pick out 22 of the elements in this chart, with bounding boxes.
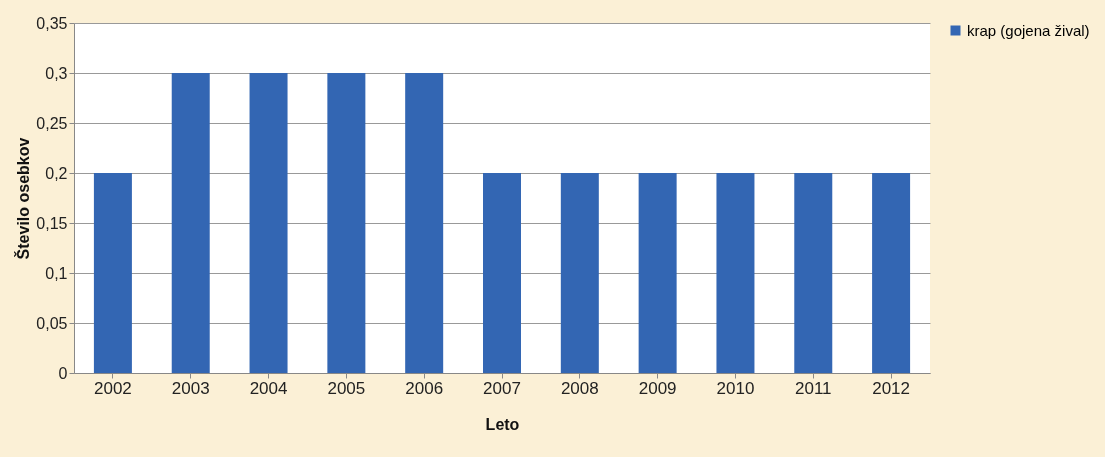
x-tick-label: 2011	[794, 378, 832, 398]
x-tick-label: 2002	[94, 378, 132, 398]
y-tick-label: 0,25	[36, 114, 68, 132]
y-tick-label: 0,05	[36, 314, 68, 332]
legend-label: krap (gojena žival)	[967, 21, 1090, 39]
x-tick-label: 2010	[716, 378, 755, 398]
y-tick-label: 0	[58, 364, 68, 382]
x-tick-label: 2012	[872, 378, 910, 398]
y-tick-label: 0,1	[45, 264, 68, 282]
x-tick-label: 2005	[327, 378, 366, 398]
x-tick-label: 2003	[171, 378, 210, 398]
x-axis-title: Leto	[485, 415, 520, 433]
x-tick-label: 2008	[560, 378, 599, 398]
y-tick-label: 0,35	[36, 14, 68, 32]
y-tick-label: 0,2	[45, 164, 68, 182]
x-tick-label: 2009	[638, 378, 677, 398]
y-tick-label: 0,3	[45, 64, 68, 82]
y-tick-label: 0,15	[36, 214, 68, 232]
x-tick-label: 2007	[483, 378, 521, 398]
x-tick-label: 2004	[249, 378, 288, 398]
y-axis-title: Število osebkov	[14, 137, 33, 260]
x-tick-label: 2006	[405, 378, 444, 398]
